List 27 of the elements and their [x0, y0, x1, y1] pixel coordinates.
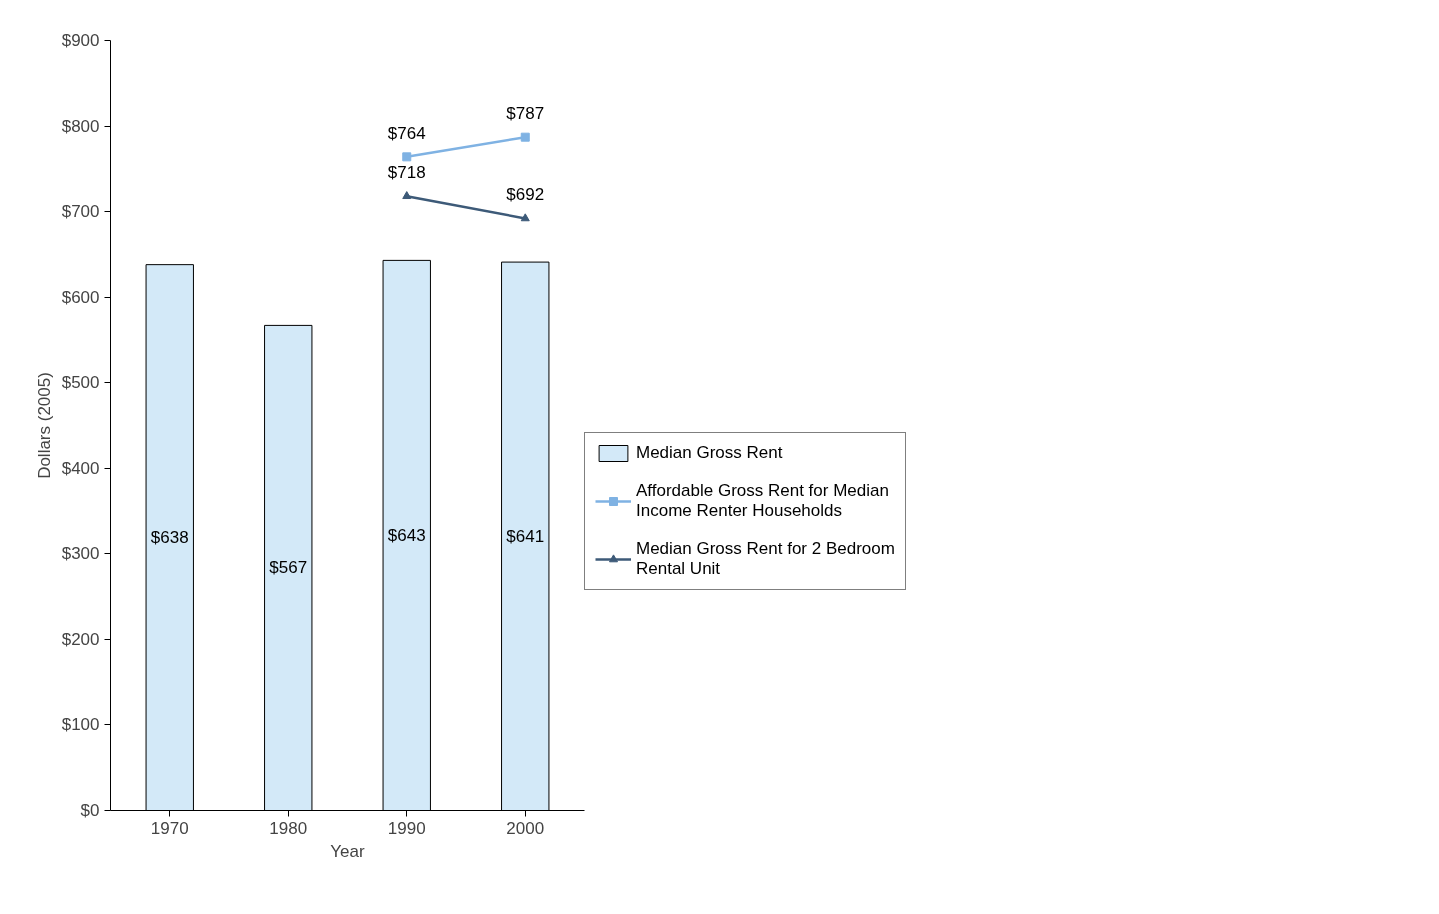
legend-label: Affordable Gross Rent for Median Income Renter Households [636, 481, 889, 521]
data-label: $787 [506, 104, 545, 124]
y-tick-label: $800 [61, 116, 100, 136]
x-tick-label: 2000 [506, 818, 545, 838]
x-tick-label: 1980 [269, 818, 308, 838]
y-tick-label: $400 [61, 458, 100, 478]
data-label: $638 [150, 528, 189, 548]
y-tick-label: $0 [80, 801, 100, 820]
x-tick-label: 1990 [387, 818, 426, 838]
y-tick-label: $900 [61, 31, 100, 50]
legend-label: Median Gross Rent [636, 443, 783, 463]
y-axis-title: Dollars (2005) [34, 372, 54, 479]
y-tick-label: $700 [61, 202, 100, 222]
data-label: $764 [387, 123, 426, 143]
data-label: $641 [506, 526, 545, 546]
data-label: $567 [269, 558, 308, 578]
data-label: $643 [387, 525, 426, 545]
x-tick-label: 1970 [150, 818, 189, 838]
data-label: $692 [506, 185, 545, 205]
y-tick-label: $500 [61, 373, 100, 393]
y-tick-label: $300 [61, 544, 100, 564]
data-label: $718 [387, 163, 426, 183]
y-tick-label: $100 [61, 715, 100, 735]
y-tick-label: $600 [61, 287, 100, 307]
legend-label: Median Gross Rent for 2 Bedroom Rental Unit [636, 539, 895, 579]
x-axis-title: Year [330, 841, 366, 861]
y-tick-label: $200 [61, 629, 100, 649]
